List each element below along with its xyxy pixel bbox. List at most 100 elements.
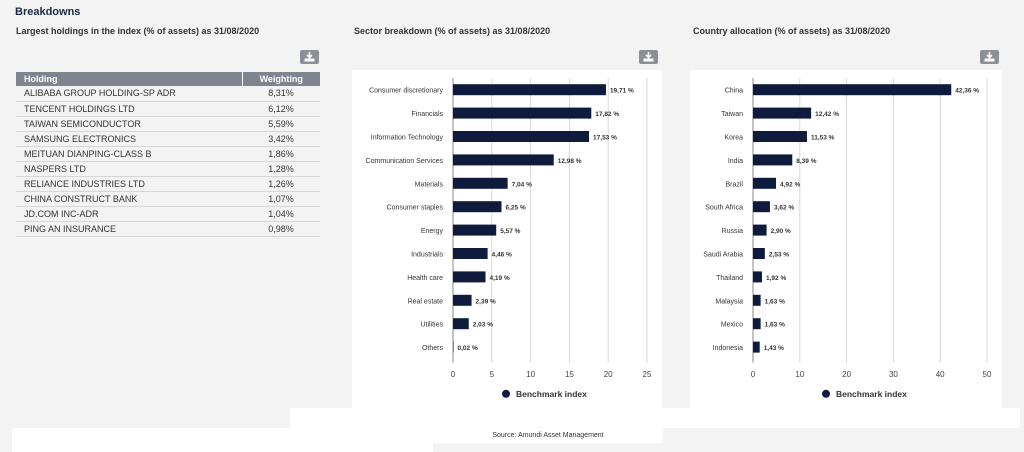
country-chart-title: Country allocation (% of assets) as 31/0… [693, 26, 891, 36]
category-label: Taiwan [721, 111, 743, 118]
source-note: Source: Amundi Asset Management [433, 428, 663, 443]
holding-name: TENCENT HOLDINGS LTD [16, 101, 242, 117]
holding-weighting: 1,28% [242, 161, 320, 177]
holdings-download-button[interactable] [300, 50, 319, 64]
country-chart-panel: 0 10 20 30 40 50 China 42,36 % Taiwan 12,42 % Kore… [690, 70, 1002, 410]
bar [753, 271, 762, 283]
bar [753, 201, 770, 213]
bar [753, 131, 807, 142]
category-label: Saudi Arabia [703, 252, 743, 259]
data-label: 7,04 % [512, 181, 532, 188]
data-label: 1,63 % [765, 298, 785, 305]
holding-weighting: 1,04% [242, 206, 320, 222]
bar [453, 341, 454, 353]
bar [753, 341, 760, 353]
column-header-weighting: Weighting [241, 72, 320, 86]
data-label: 8,39 % [796, 158, 816, 165]
country-download-button[interactable] [980, 50, 999, 64]
category-label: Materials [415, 181, 444, 188]
legend-label: Benchmark index [836, 389, 907, 399]
data-label: 1,92 % [766, 275, 786, 282]
category-label: Indonesia [713, 345, 743, 352]
category-label: Brazil [725, 181, 743, 188]
bar [453, 154, 554, 166]
bar [753, 84, 952, 96]
category-label: Mexico [721, 322, 743, 329]
tick-label: 15 [565, 370, 574, 379]
holding-weighting: 5,59% [242, 116, 320, 132]
column-header-holding: Holding [16, 72, 242, 86]
tick-label: 0 [751, 370, 756, 379]
sector-download-button[interactable] [639, 50, 658, 64]
holding-weighting: 1,26% [242, 176, 320, 192]
bar [453, 294, 472, 306]
table-row: RELIANCE INDUSTRIES LTD 1,26% [16, 176, 320, 192]
holding-weighting: 8,31% [242, 86, 320, 102]
download-icon [304, 52, 315, 62]
tick-label: 25 [643, 370, 652, 379]
data-label: 4,19 % [490, 275, 510, 282]
holding-weighting: 1,07% [242, 191, 320, 207]
page-title: Breakdowns [15, 6, 81, 18]
bar [453, 131, 590, 142]
sector-chart-panel: 0 5 10 15 20 25 Consumer discretionary 19,71 % F… [352, 70, 662, 410]
data-label: 11,53 % [811, 135, 835, 142]
category-label: Energy [421, 228, 444, 235]
category-label: Others [422, 345, 444, 352]
bar [453, 224, 497, 236]
category-label: Russia [722, 228, 744, 235]
country-chart: 0 10 20 30 40 50 China 42,36 % Taiwan 12,42 % Kore… [703, 78, 992, 399]
bar [453, 248, 488, 259]
tick-label: 5 [490, 370, 495, 379]
bar [453, 84, 606, 96]
category-label: Utilities [420, 322, 443, 329]
holding-weighting: 0,98% [242, 221, 320, 237]
category-label: India [728, 158, 743, 165]
table-row: ALIBABA GROUP HOLDING-SP ADR 8,31% [16, 86, 320, 102]
bar [753, 318, 761, 330]
table-row: TENCENT HOLDINGS LTD 6,12% [16, 101, 320, 117]
category-label: Financials [411, 111, 443, 118]
holding-weighting: 1,86% [242, 146, 320, 162]
bar [753, 248, 765, 259]
holdings-title: Largest holdings in the index (% of asse… [16, 26, 260, 36]
data-label: 5,57 % [500, 228, 520, 235]
tick-label: 10 [526, 370, 535, 379]
tick-label: 0 [451, 370, 456, 379]
holding-name: ALIBABA GROUP HOLDING-SP ADR [16, 86, 242, 102]
tick-label: 10 [795, 370, 804, 379]
holdings-header-row: Holding Weighting [16, 72, 320, 86]
data-label: 3,62 % [774, 205, 794, 212]
holding-weighting: 6,12% [242, 101, 320, 117]
holdings-table: Holding Weighting ALIBABA GROUP HOLDING-… [16, 72, 320, 237]
data-label: 2,90 % [771, 228, 791, 235]
category-label: Information Technology [371, 135, 444, 142]
bar [753, 224, 767, 236]
bar [453, 177, 508, 189]
sector-chart: 0 5 10 15 20 25 Consumer discretionary 19,71 % F… [366, 78, 652, 399]
legend-marker [502, 389, 510, 398]
data-label: 2,53 % [769, 252, 789, 259]
bar [753, 154, 793, 166]
data-label: 17,53 % [593, 135, 617, 142]
data-label: 12,98 % [558, 158, 582, 165]
category-label: Thailand [716, 275, 743, 282]
table-row: TAIWAN SEMICONDUCTOR 5,59% [16, 116, 320, 132]
data-label: 4,92 % [780, 181, 800, 188]
bar [753, 107, 812, 119]
category-label: South Africa [705, 205, 743, 212]
category-label: Consumer discretionary [369, 88, 443, 95]
tick-label: 50 [983, 370, 992, 379]
table-row: SAMSUNG ELECTRONICS 3,42% [16, 131, 320, 147]
bar [453, 107, 592, 119]
holding-name: RELIANCE INDUSTRIES LTD [16, 176, 242, 192]
holding-name: NASPERS LTD [16, 161, 242, 177]
tick-label: 20 [604, 370, 613, 379]
category-label: Communication Services [366, 158, 444, 165]
table-row: JD.COM INC-ADR 1,04% [16, 206, 320, 222]
category-label: Industrials [411, 252, 443, 259]
holding-name: MEITUAN DIANPING-CLASS B [16, 146, 242, 162]
tick-label: 40 [936, 370, 945, 379]
holding-name: TAIWAN SEMICONDUCTOR [16, 116, 242, 132]
bar [453, 271, 486, 283]
